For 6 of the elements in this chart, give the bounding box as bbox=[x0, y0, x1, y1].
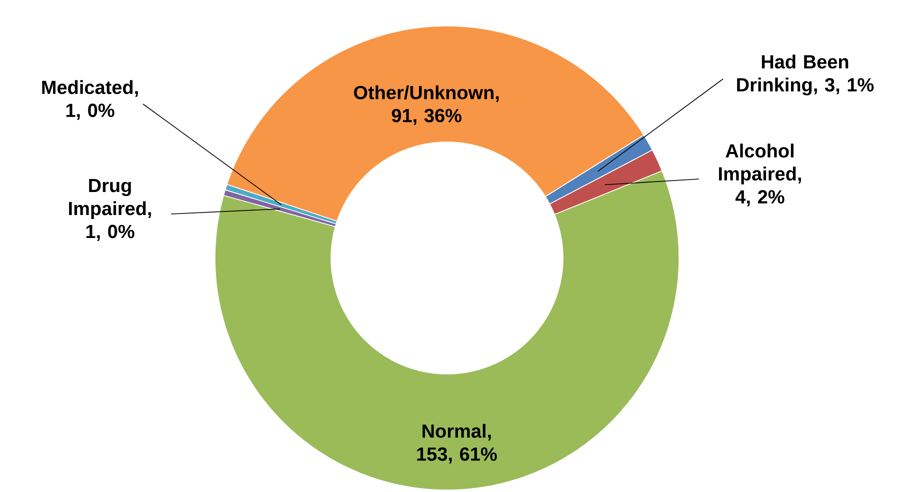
slice-label: Normal, 153, 61% bbox=[417, 424, 497, 464]
slice-label: Medicated, 1, 0% bbox=[42, 80, 138, 120]
slice-label: Had Been Drinking, 3, 1% bbox=[737, 54, 874, 96]
slice-label: Drug Impaired, 1, 0% bbox=[69, 178, 151, 241]
slice-label: Alcohol Impaired, 4, 2% bbox=[719, 144, 801, 206]
slice-label: Other/Unknown, 91, 36% bbox=[354, 85, 499, 126]
